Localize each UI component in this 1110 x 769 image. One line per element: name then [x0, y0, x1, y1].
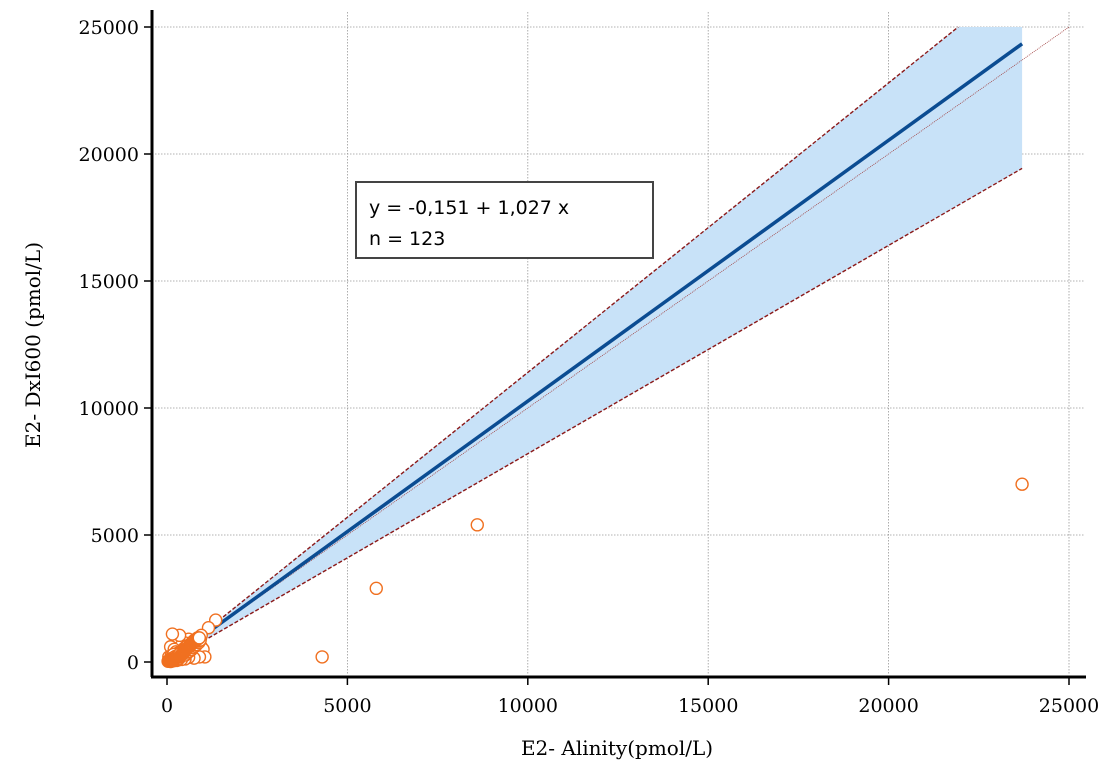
data-point — [315, 650, 329, 664]
axes — [144, 10, 1086, 685]
x-tick-label: 15000 — [678, 695, 738, 717]
equation-box-frame — [355, 181, 654, 259]
regression-lines — [165, 26, 1070, 664]
equation-box: y = -0,151 + 1,027 x n = 123 — [355, 181, 654, 259]
sample-size-text: n = 123 — [369, 228, 445, 250]
data-point — [165, 627, 180, 641]
x-tick-label: 0 — [161, 695, 173, 717]
confidence-band-fill — [167, 27, 1023, 662]
upper-band-line — [166, 26, 959, 663]
y-axis-title: E2- DxI600 (pmol/L) — [21, 242, 45, 448]
lower-band-line — [166, 167, 1023, 663]
data-points — [161, 477, 1029, 669]
y-tick-label: 20000 — [79, 144, 139, 166]
confidence-band — [167, 27, 1023, 662]
y-tick-label: 15000 — [79, 271, 139, 293]
x-tick-label: 10000 — [498, 695, 558, 717]
tick-labels: 00 5000 5000 10000 10000 15000 15000 20000 20000… — [79, 17, 1100, 717]
data-point — [369, 581, 383, 596]
x-axis-title: E2- Alinity(pmol/L) — [521, 736, 713, 760]
y-tick-label: 10000 — [79, 398, 139, 420]
y-tick-label: 0 — [127, 652, 139, 674]
regression-line — [165, 42, 1024, 664]
y-tick-label: 25000 — [79, 17, 139, 39]
x-tick-label: 5000 — [323, 695, 371, 717]
y-tick-label: 5000 — [91, 525, 139, 547]
x-tick-label: 20000 — [858, 695, 918, 717]
data-point — [192, 631, 206, 645]
data-point — [470, 518, 484, 532]
equation-text: y = -0,151 + 1,027 x — [369, 197, 569, 219]
x-tick-label: 25000 — [1039, 695, 1099, 717]
data-point — [1015, 477, 1029, 491]
